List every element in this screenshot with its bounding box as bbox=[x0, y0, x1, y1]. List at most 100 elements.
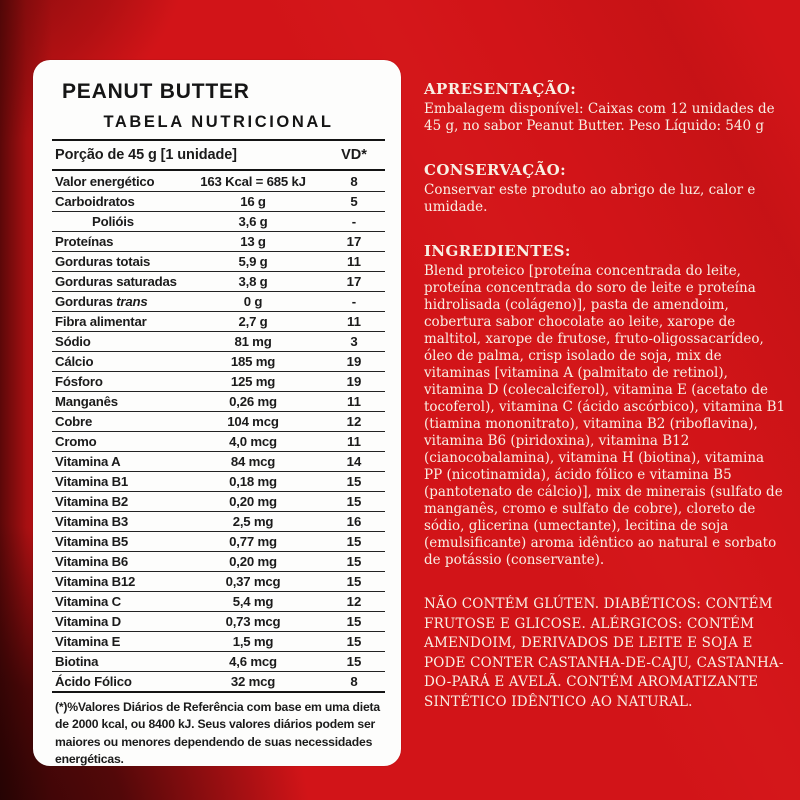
nutrient-name: Carboidratos bbox=[55, 194, 135, 209]
table-row: Ácido Fólico 32 mcg 8 bbox=[52, 671, 385, 691]
nutrient-amount: 2,7 g bbox=[238, 314, 268, 329]
nutrient-vd: 15 bbox=[346, 474, 362, 489]
section-heading: INGREDIENTES: bbox=[424, 242, 571, 260]
nutrient-amount: 84 mcg bbox=[230, 454, 276, 469]
nutrient-amount: 81 mg bbox=[234, 334, 272, 349]
nutrient-name: Vitamina C bbox=[55, 594, 121, 609]
table-row: Vitamina C 5,4 mg 12 bbox=[52, 591, 385, 611]
nutrient-name: Polióis bbox=[92, 214, 134, 229]
nutrient-amount: 16 g bbox=[240, 194, 266, 209]
info-section: NÃO CONTÉM GLÚTEN. DIABÉTICOS: CONTÉM FR… bbox=[424, 595, 786, 712]
nutrient-name: Valor energético bbox=[55, 173, 155, 189]
nutrient-vd: 8 bbox=[350, 173, 358, 189]
table-row: Vitamina B5 0,77 mg 15 bbox=[52, 531, 385, 551]
daily-values-footnote: (*)%Valores Diários de Referência com ba… bbox=[52, 691, 385, 768]
nutrient-vd: 12 bbox=[346, 594, 362, 609]
table-row: Fósforo 125 mg 19 bbox=[52, 371, 385, 391]
nutrition-panel: PEANUT BUTTER TABELA NUTRICIONAL Porção … bbox=[33, 60, 401, 766]
nutrient-name: Vitamina B6 bbox=[55, 554, 129, 569]
nutrient-amount: 0,73 mcg bbox=[225, 614, 281, 629]
nutrient-amount: 0,20 mg bbox=[229, 554, 277, 569]
table-row: Cálcio 185 mg 19 bbox=[52, 351, 385, 371]
table-row: Sódio 81 mg 3 bbox=[52, 331, 385, 351]
nutrient-vd: 15 bbox=[346, 494, 362, 509]
nutrient-name: Vitamina B12 bbox=[55, 574, 136, 589]
nutrient-amount: 0,18 mg bbox=[229, 474, 277, 489]
nutrient-vd: 15 bbox=[346, 634, 362, 649]
info-column: APRESENTAÇÃO: Embalagem disponível: Caixa… bbox=[424, 80, 786, 738]
nutrient-name: Vitamina A bbox=[55, 454, 121, 469]
table-row: Proteínas 13 g 17 bbox=[52, 231, 385, 251]
table-title: TABELA NUTRICIONAL bbox=[103, 113, 334, 131]
table-row: Vitamina B3 2,5 mg 16 bbox=[52, 511, 385, 531]
nutrient-vd: 8 bbox=[350, 674, 358, 689]
nutrient-name: Fósforo bbox=[55, 374, 103, 389]
table-row: Cromo 4,0 mcg 11 bbox=[52, 431, 385, 451]
section-body: Embalagem disponível: Caixas com 12 unid… bbox=[424, 101, 775, 134]
nutrient-amount: 0,26 mg bbox=[229, 394, 277, 409]
nutrient-amount: 3,8 g bbox=[238, 274, 268, 289]
nutrition-table: Porção de 45 g [1 unidade] VD* Valor ene… bbox=[52, 139, 385, 691]
nutrient-amount: 4,0 mcg bbox=[229, 434, 277, 449]
nutrient-name: Proteínas bbox=[55, 234, 114, 249]
nutrient-vd: 16 bbox=[346, 514, 362, 529]
product-name: PEANUT BUTTER bbox=[62, 80, 250, 103]
nutrient-name: Vitamina B1 bbox=[55, 474, 129, 489]
nutrient-name: Sódio bbox=[55, 334, 91, 349]
nutrient-name: Cálcio bbox=[55, 354, 94, 369]
nutrient-amount: 5,4 mg bbox=[232, 594, 274, 609]
section-body: Conservar este produto ao abrigo de luz,… bbox=[424, 182, 756, 215]
table-row: Vitamina B1 0,18 mg 15 bbox=[52, 471, 385, 491]
nutrient-amount: 0,77 mg bbox=[229, 534, 277, 549]
nutrient-name: Gorduras totais bbox=[55, 254, 151, 269]
table-header-row: Porção de 45 g [1 unidade] VD* bbox=[52, 141, 385, 171]
nutrient-vd: 19 bbox=[346, 354, 362, 369]
nutrient-name: Manganês bbox=[55, 394, 118, 409]
table-row: Vitamina B2 0,20 mg 15 bbox=[52, 491, 385, 511]
nutrient-name: Ácido Fólico bbox=[55, 674, 132, 689]
nutrient-name: Vitamina B2 bbox=[55, 494, 129, 509]
nutrient-amount: 2,5 mg bbox=[232, 514, 274, 529]
table-row: Gorduras trans 0 g - bbox=[52, 291, 385, 311]
nutrient-name: Vitamina E bbox=[55, 634, 121, 649]
table-row: Fibra alimentar 2,7 g 11 bbox=[52, 311, 385, 331]
nutrient-vd: 15 bbox=[346, 654, 362, 669]
nutrient-amount: 5,9 g bbox=[238, 254, 268, 269]
nutrient-amount: 0 g bbox=[243, 294, 263, 309]
nutrient-amount: 0,20 mg bbox=[229, 494, 277, 509]
section-heading: APRESENTAÇÃO: bbox=[424, 80, 577, 98]
nutrient-vd: 15 bbox=[346, 614, 362, 629]
nutrient-vd: 3 bbox=[350, 334, 358, 349]
section-body: Blend proteico [proteína concentrada do … bbox=[424, 263, 786, 568]
table-row: Gorduras saturadas 3,8 g 17 bbox=[52, 271, 385, 291]
nutrient-vd: 5 bbox=[350, 194, 358, 209]
nutrient-vd: 11 bbox=[347, 314, 361, 329]
nutrient-amount: 163 Kcal = 685 kJ bbox=[200, 173, 306, 189]
nutrient-vd: 15 bbox=[346, 554, 362, 569]
section-heading: CONSERVAÇÃO: bbox=[424, 161, 567, 179]
table-row: Biotina 4,6 mcg 15 bbox=[52, 651, 385, 671]
table-row: Vitamina A 84 mcg 14 bbox=[52, 451, 385, 471]
serving-header: Porção de 45 g [1 unidade] bbox=[55, 147, 237, 163]
table-row: Gorduras totais 5,9 g 11 bbox=[52, 251, 385, 271]
nutrient-amount: 0,37 mcg bbox=[225, 574, 281, 589]
nutrient-vd: 19 bbox=[346, 374, 362, 389]
nutrient-amount: 185 mg bbox=[230, 354, 276, 369]
table-rows: Valor energético 163 Kcal = 685 kJ 8 Carboi… bbox=[52, 171, 385, 691]
nutrient-vd: 11 bbox=[347, 394, 361, 409]
nutrient-vd: - bbox=[351, 294, 357, 309]
info-section: INGREDIENTES: Blend proteico [proteína co… bbox=[424, 242, 786, 569]
table-row: Cobre 104 mcg 12 bbox=[52, 411, 385, 431]
info-section: CONSERVAÇÃO: Conservar este produto ao ab… bbox=[424, 161, 786, 216]
table-row: Manganês 0,26 mg 11 bbox=[52, 391, 385, 411]
vd-header: VD* bbox=[341, 147, 367, 163]
nutrient-vd: 11 bbox=[347, 434, 361, 449]
table-row: Vitamina B6 0,20 mg 15 bbox=[52, 551, 385, 571]
nutrient-name: Vitamina B3 bbox=[55, 514, 129, 529]
table-row: Valor energético 163 Kcal = 685 kJ 8 bbox=[52, 171, 385, 191]
info-section: APRESENTAÇÃO: Embalagem disponível: Caixa… bbox=[424, 80, 786, 135]
nutrient-amount: 13 g bbox=[240, 234, 266, 249]
nutrient-vd: 15 bbox=[346, 574, 362, 589]
table-row: Vitamina E 1,5 mg 15 bbox=[52, 631, 385, 651]
nutrient-name: Gorduras trans bbox=[55, 294, 148, 309]
